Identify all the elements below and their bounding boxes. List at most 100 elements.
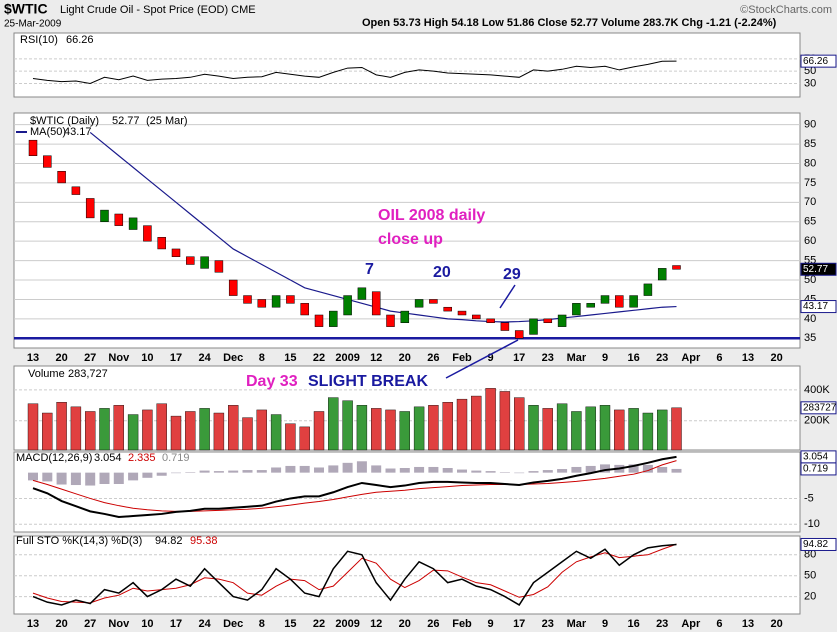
macd-histogram [156,472,167,476]
macd-legend-value: 3.054 [94,452,122,464]
candle [457,310,467,316]
macd-histogram [514,472,525,474]
annotation: 7 [365,261,374,278]
x-tick-label: 6 [716,618,722,630]
date-axis [14,615,800,631]
macd-histogram [199,470,210,473]
x-tick-label: 12 [370,618,382,630]
value-tag [800,300,837,314]
y-tick-label: 75 [804,177,816,189]
volume-bar [185,411,196,451]
x-tick-label: 24 [198,352,211,364]
macd-histogram [557,469,568,473]
value-tag-label: 3.054 [803,452,828,463]
candle [557,314,567,327]
x-tick-label: 10 [141,618,153,630]
macd-histogram [485,471,496,473]
macd-legend: MACD(12,26,9) [16,452,92,464]
macd-histogram [56,472,67,485]
volume-bar [442,402,453,451]
x-tick-label: 22 [313,352,325,364]
macd-legend-hist: 0.719 [162,452,190,464]
candle [643,283,653,296]
line [32,455,677,519]
macd-histogram [142,472,153,478]
volume-bar [213,412,225,451]
x-tick-label: 9 [602,618,608,630]
price-legend-value: 52.77 [112,115,140,127]
candle [429,299,438,304]
macd-histogram [356,461,367,473]
macd-histogram [299,465,310,473]
x-tick-label: Feb [452,618,472,630]
x-tick-label: 20 [55,618,67,630]
x-tick-label: 23 [656,352,668,364]
volume-bar [428,405,439,451]
candle [500,322,510,331]
line [89,131,677,323]
volume-bar [70,406,82,451]
macd-histogram [428,466,439,473]
y-tick-label: 80 [804,549,816,561]
volume-bar [84,411,96,451]
y-tick-label: 400K [804,384,830,396]
y-tick-label: -5 [804,492,814,504]
value-tag [800,462,837,476]
x-tick-label: 20 [399,352,411,364]
macd-histogram [457,469,467,473]
y-tick-label: 85 [804,138,816,150]
macd-histogram [499,472,510,473]
volume-bar [328,397,339,451]
x-tick-label: 9 [488,618,494,630]
x-tick-label: 20 [770,618,782,630]
y-tick-label: -10 [804,518,820,530]
volume-bar [256,409,267,451]
x-tick-label: 2009 [335,618,359,630]
macd-histogram [328,465,339,473]
macd-histogram [185,472,196,473]
x-tick-label: Dec [223,618,243,630]
candle [357,287,367,300]
sto-legend-k: 94.82 [155,535,183,547]
candle [43,155,52,168]
candle [314,314,324,327]
x-tick-label: 20 [770,352,782,364]
candle [143,225,152,242]
volume-bar [142,409,153,451]
line [32,543,677,606]
candle [514,330,524,339]
annotation: Day 33 [246,373,298,390]
candle [157,237,166,250]
macd-histogram [585,465,596,473]
x-tick-label: 17 [170,352,182,364]
x-tick-label: 9 [488,352,494,364]
volume-bar [156,403,167,451]
candle [586,303,595,308]
x-tick-label: Apr [681,618,701,630]
panel [13,32,801,98]
x-tick-label: 8 [259,352,265,364]
x-tick-label: 27 [84,618,96,630]
x-tick-label: 17 [513,352,525,364]
chart-title: $WTIC [4,1,48,17]
rsi-legend-value: 66.26 [66,34,94,46]
value-tag-label: 0.719 [803,464,828,475]
volume-bar [671,407,682,451]
x-tick-label: 24 [198,618,211,630]
candle [214,260,224,273]
annotation: 29 [503,266,521,283]
macd-histogram [600,464,610,473]
x-tick-label: 26 [427,352,439,364]
y-tick-label: 30 [804,77,816,89]
candle [414,299,424,308]
volume-legend-value: 283,727 [68,368,108,380]
candle [186,256,195,265]
volume-bar [585,406,596,451]
macd-histogram [571,466,582,473]
volume-bar [456,398,468,451]
x-tick-label: 10 [141,352,153,364]
macd-histogram [99,472,110,484]
x-tick-label: 16 [627,352,639,364]
y-tick-label: 50 [804,570,816,582]
